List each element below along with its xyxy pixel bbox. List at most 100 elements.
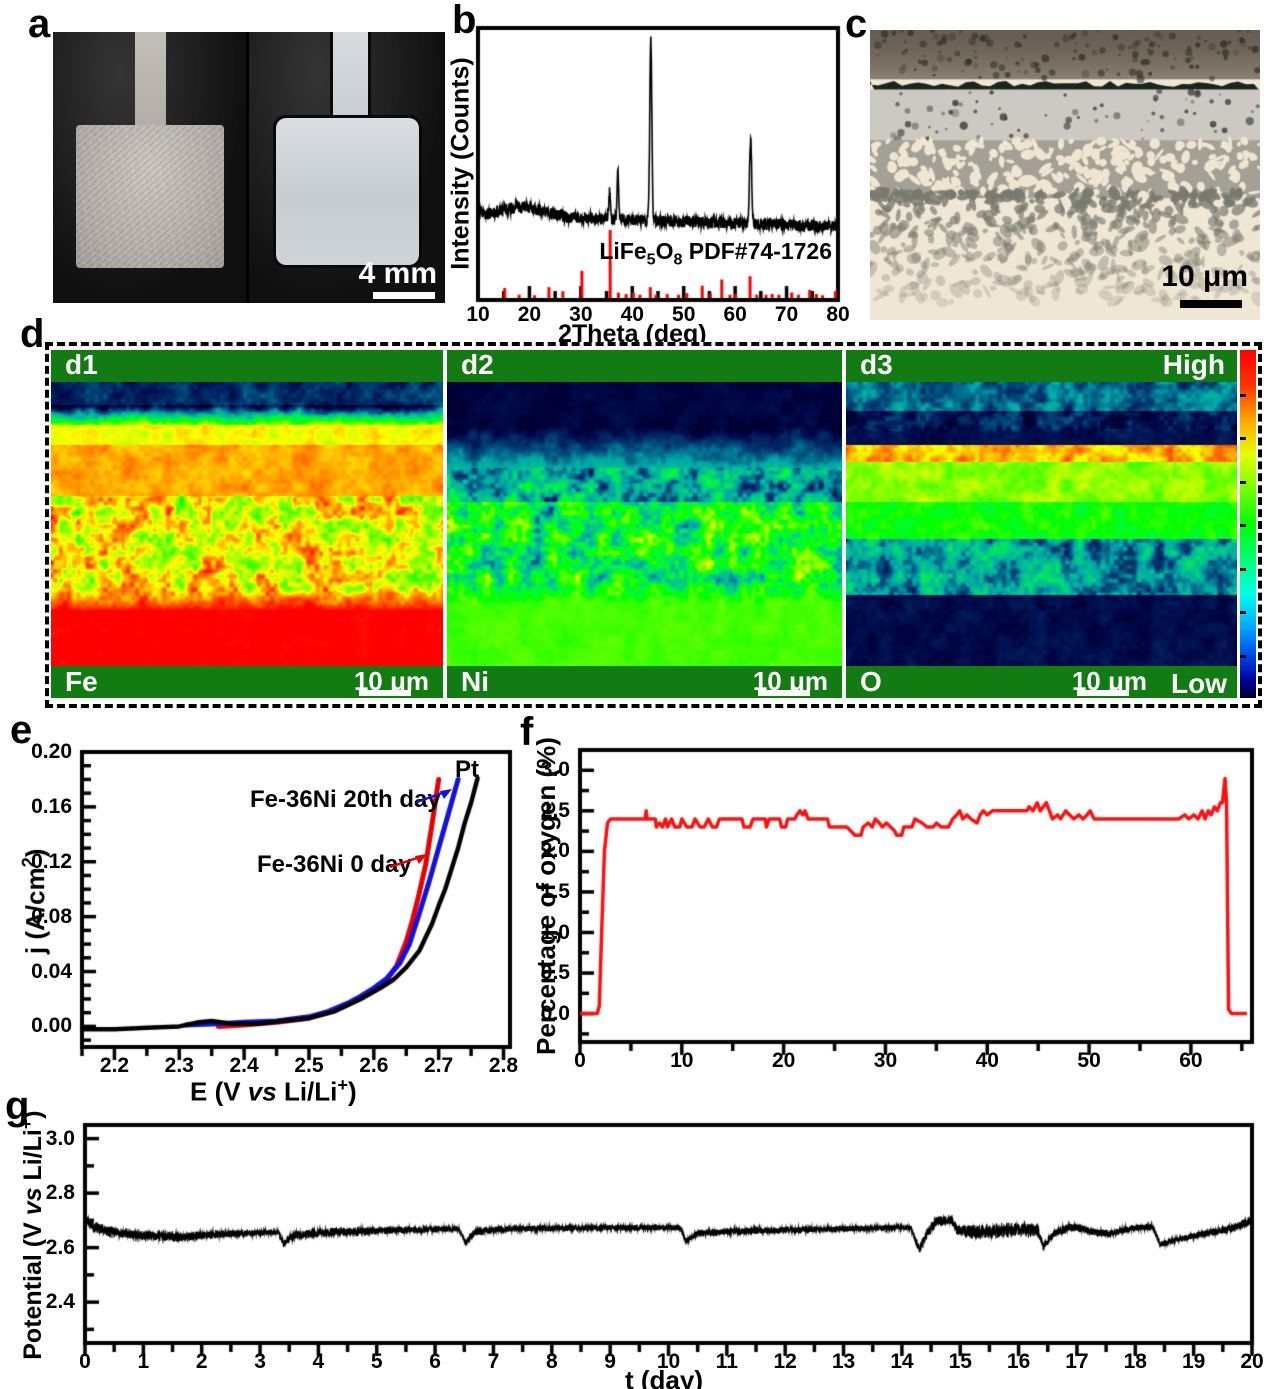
y-tick-label: 3.0 — [45, 1126, 75, 1150]
y-tick-label: 0.5 — [540, 961, 570, 985]
x-tick-label: 60 — [1179, 1049, 1203, 1072]
curve-label-0-day: Fe-36Ni 0 day — [257, 851, 412, 878]
y-tick-label: 0.04 — [31, 959, 72, 983]
eds-map-image — [51, 382, 443, 666]
colorbar-tick — [1240, 480, 1246, 484]
sample-photo-before — [53, 32, 246, 303]
sample-photo-after: 4 mm — [249, 32, 445, 303]
x-tick-label: 0 — [574, 1049, 586, 1072]
sample-plate — [273, 115, 422, 268]
colorbar-tick — [1240, 524, 1246, 527]
x-tick-label: 20 — [771, 1049, 796, 1072]
x-tick-label: 2 — [195, 1350, 208, 1373]
map-header-band: d2 — [447, 350, 842, 382]
y-tick-label: 0.0 — [540, 1001, 570, 1025]
x-tick-label: 10 — [466, 303, 490, 326]
x-tick-label: 70 — [774, 303, 799, 326]
x-tick-label: 2.4 — [229, 1054, 259, 1077]
map-footer-band: Fe 10 μm — [51, 666, 443, 698]
x-tick-label: 6 — [429, 1350, 441, 1373]
scale-bar-label: 10 μm — [1161, 260, 1248, 293]
x-tick-label: 8 — [545, 1350, 558, 1373]
y-tick-label: 0.08 — [31, 904, 72, 928]
y-tick-label: 1.0 — [540, 920, 570, 944]
colorbar-tick — [1240, 611, 1246, 614]
x-tick-label: 5 — [370, 1350, 383, 1373]
map-tag-label: d1 — [65, 349, 98, 380]
colorbar-tick — [1240, 567, 1246, 571]
sample-neck — [135, 32, 166, 128]
y-tick-label: 1.5 — [540, 879, 570, 903]
scale-bar — [373, 292, 435, 299]
y-tick-label: 0.00 — [31, 1014, 72, 1038]
y-tick-label: 0.20 — [31, 740, 72, 763]
sample-neck — [330, 32, 371, 125]
eds-colorbar — [1240, 350, 1256, 698]
x-tick-label: 40 — [975, 1049, 999, 1072]
micrograph-image — [870, 30, 1260, 320]
eds-map-image — [447, 382, 842, 666]
y-tick-label: 2.4 — [45, 1290, 75, 1314]
x-tick-label: 9 — [604, 1350, 616, 1373]
x-tick-label: 60 — [723, 303, 747, 326]
eds-map-fe: d1 Fe 10 μm — [51, 350, 443, 698]
scale-bar-label: 4 mm — [358, 257, 437, 290]
scale-bar — [359, 690, 411, 696]
panel-letter-d: d — [20, 312, 45, 356]
x-tick-label: 11 — [715, 1350, 738, 1373]
x-tick-label: 17 — [1065, 1350, 1089, 1373]
micrograph-panel: 10 μm — [870, 30, 1260, 320]
x-tick-label: 15 — [948, 1350, 972, 1373]
x-tick-label: 50 — [672, 303, 696, 326]
x-tick-label: 12 — [773, 1350, 797, 1373]
map-tag-label: d3 — [860, 349, 893, 380]
map-header-band: d3 High — [846, 350, 1237, 382]
x-tick-label: 30 — [569, 303, 593, 326]
y-tick-label: 2.6 — [45, 1235, 75, 1259]
x-tick-label: 80 — [826, 303, 850, 326]
panel-letter-a: a — [28, 2, 51, 46]
map-footer-band: Ni 10 μm — [447, 666, 842, 698]
y-tick-label: 2.0 — [540, 839, 570, 863]
x-tick-label: 14 — [890, 1350, 914, 1373]
x-tick-label: 2.7 — [424, 1054, 454, 1077]
x-tick-label: 19 — [1181, 1350, 1206, 1373]
polarization-chart: j (A/cm2) E (V vs Li/Li+) Pt Fe-36Ni 20t… — [19, 740, 520, 1105]
colorbar-tick — [1240, 437, 1246, 440]
x-tick-label: 20 — [517, 303, 542, 326]
colorbar-high-label: High — [1162, 349, 1225, 380]
x-tick-label: 18 — [1123, 1350, 1147, 1373]
x-tick-label: 2.6 — [359, 1054, 389, 1077]
x-tick-label: 10 — [656, 1350, 681, 1373]
y-tick-label: 2.5 — [540, 798, 570, 822]
y-tick-label: 0.12 — [31, 849, 72, 873]
x-tick-label: 7 — [487, 1350, 500, 1373]
x-tick-label: 1 — [137, 1350, 150, 1373]
x-tick-label: 20 — [1240, 1350, 1264, 1373]
x-tick-label: 3 — [254, 1350, 266, 1373]
x-tick-label: 2.3 — [164, 1054, 194, 1077]
x-tick-label: 50 — [1077, 1049, 1101, 1072]
x-tick-label: 16 — [1006, 1350, 1031, 1373]
xrd-reference-annotation: LiFe5O8 PDF#74-1726 — [599, 238, 832, 269]
x-tick-label: 0 — [79, 1350, 91, 1373]
y-tick-label: 3.0 — [540, 758, 570, 782]
eds-map-image — [846, 382, 1237, 666]
panel-letter-c: c — [845, 2, 868, 46]
xrd-chart: Intensity (Counts) 2Theta (deg) LiFe5O8 … — [447, 0, 850, 350]
map-tag-label: d2 — [461, 349, 494, 380]
x-tick-label: 4 — [312, 1350, 325, 1373]
x-tick-label: 10 — [670, 1049, 694, 1072]
potential-plot-canvas — [15, 1095, 1260, 1389]
map-footer-band: O 10 μm Low — [846, 666, 1237, 699]
x-tick-label: 2.5 — [294, 1054, 324, 1077]
y-tick-label: 0.16 — [31, 794, 72, 818]
oxygen-plot-canvas — [530, 738, 1258, 1088]
map-element-label: Fe — [65, 666, 98, 697]
x-tick-label: 13 — [831, 1350, 856, 1373]
curve-label-pt: Pt — [455, 756, 479, 783]
xrd-plot-canvas — [452, 0, 846, 350]
panel-letter-f: f — [520, 710, 534, 754]
